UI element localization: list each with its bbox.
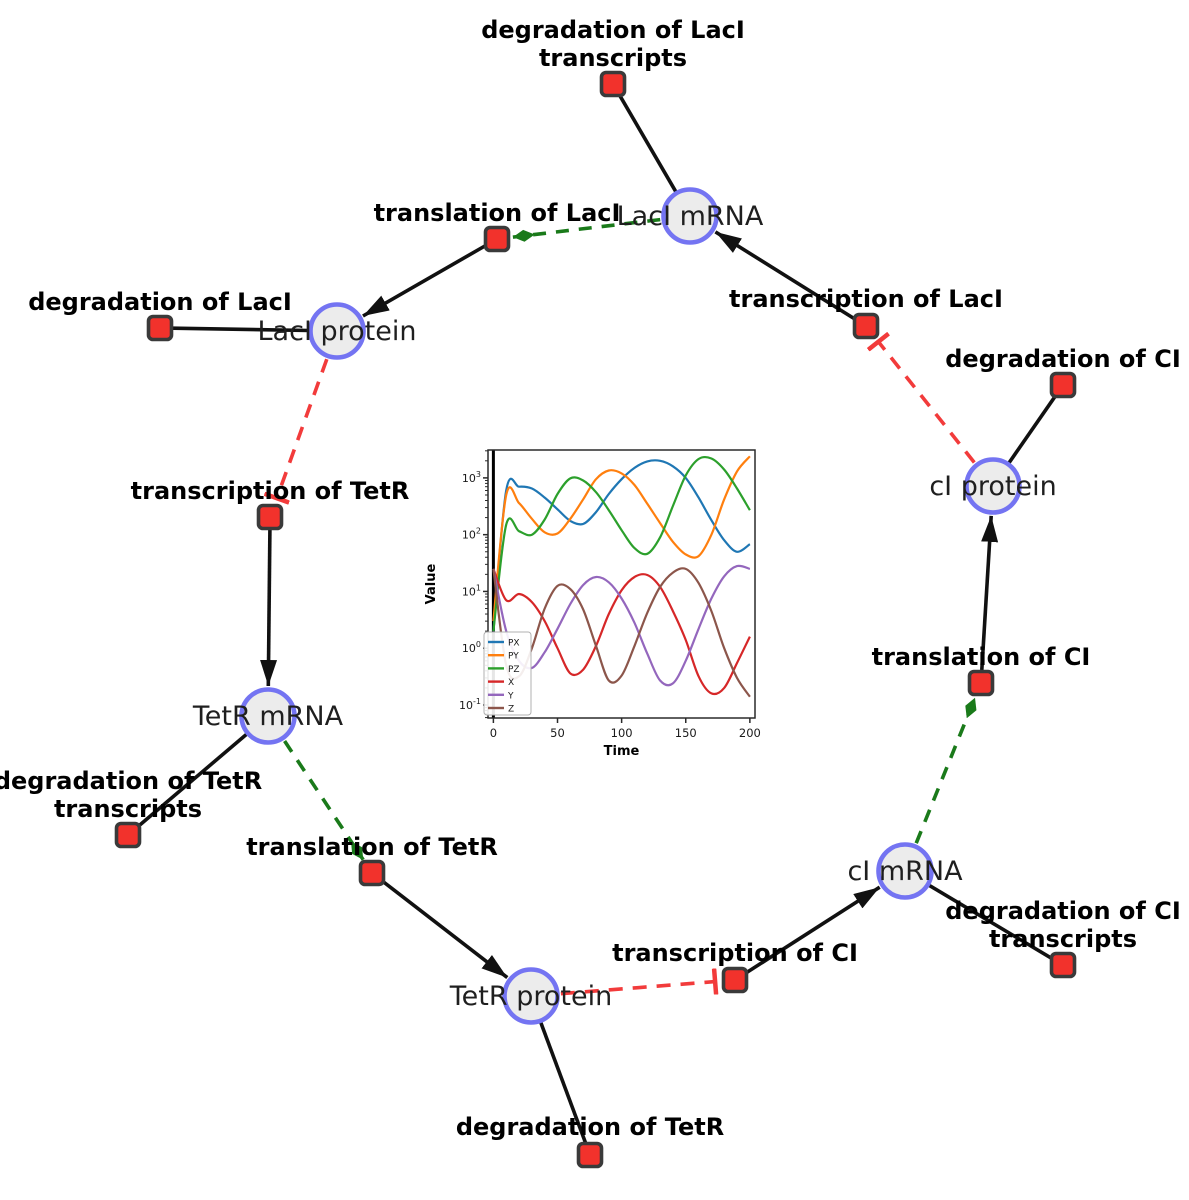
edge-consumption-tetr-protein-to-deg-tetr bbox=[539, 1021, 588, 1144]
x-tick-label: 100 bbox=[611, 726, 633, 740]
species-label-ci-mrna: cI mRNA bbox=[847, 856, 963, 887]
edge-modifier-laci-mrna-to-translation-laci bbox=[512, 217, 661, 242]
reaction-label-deg-ci: degradation of CI bbox=[945, 345, 1181, 373]
edges-layer bbox=[136, 94, 1058, 1144]
legend-label-Z: Z bbox=[508, 705, 514, 715]
edge-consumption-tetr-mrna-to-deg-tetr-transcripts bbox=[136, 732, 248, 828]
series-line-PX bbox=[492, 459, 751, 632]
edge-consumption-ci-mrna-to-deg-ci-transcripts bbox=[928, 883, 1053, 960]
series-line-PY bbox=[492, 455, 751, 622]
edge-production-transcription-tetr-to-tetr-mrna bbox=[260, 529, 278, 687]
reaction-node-transcription-tetr[interactable] bbox=[256, 503, 284, 531]
x-tick-label: 50 bbox=[550, 726, 565, 740]
reaction-node-deg-laci[interactable] bbox=[146, 314, 174, 342]
species-label-ci-protein: cI protein bbox=[929, 471, 1056, 502]
edge-production-transcription-ci-to-ci-mrna bbox=[744, 885, 881, 975]
edge-production-translation-laci-to-laci-protein bbox=[362, 243, 487, 318]
x-tick-label: 150 bbox=[675, 726, 697, 740]
reaction-label-translation-tetr: translation of TetR bbox=[246, 833, 498, 861]
reaction-label-deg-tetr-transcripts: degradation of TetR transcripts bbox=[0, 767, 262, 823]
edge-consumption-laci-protein-to-deg-laci bbox=[172, 326, 310, 333]
reaction-nodes-layer bbox=[114, 70, 1077, 1169]
legend-label-Y: Y bbox=[507, 691, 514, 701]
reaction-node-translation-laci[interactable] bbox=[483, 225, 511, 253]
edge-inhibition-tetr-protein-to-transcription-ci bbox=[560, 982, 715, 996]
species-node-tetr-mrna[interactable] bbox=[239, 687, 297, 745]
edge-inhibition-ci-protein-to-transcription-laci bbox=[878, 342, 976, 464]
species-node-ci-mrna[interactable] bbox=[876, 842, 934, 900]
reaction-node-deg-ci[interactable] bbox=[1049, 371, 1077, 399]
y-axis-title: Value bbox=[424, 563, 439, 604]
reaction-node-deg-laci-transcripts[interactable] bbox=[599, 70, 627, 98]
reaction-label-transcription-ci: transcription of CI bbox=[612, 939, 858, 967]
reaction-label-transcription-laci: transcription of LacI bbox=[729, 285, 1003, 313]
y-tick-label: 101 bbox=[462, 583, 481, 598]
edge-production-translation-ci-to-ci-protein bbox=[980, 515, 999, 671]
y-tick-label: 103 bbox=[462, 470, 481, 485]
y-tick-label: 10-1 bbox=[459, 697, 481, 712]
legend-label-PZ: PZ bbox=[508, 665, 520, 675]
x-axis-title: Time bbox=[604, 744, 640, 759]
reaction-label-deg-laci-transcripts: degradation of LacI transcripts bbox=[481, 16, 745, 72]
reaction-label-deg-ci-transcripts: degradation of CI transcripts bbox=[945, 897, 1181, 953]
reaction-label-deg-tetr: degradation of TetR bbox=[456, 1113, 724, 1141]
edge-consumption-ci-protein-to-deg-ci bbox=[1007, 394, 1058, 465]
labels-layer: degradation of LacI transcripts translatio… bbox=[0, 16, 1181, 1141]
reaction-node-deg-ci-transcripts[interactable] bbox=[1049, 951, 1077, 979]
reaction-label-deg-laci: degradation of LacI bbox=[28, 288, 292, 316]
series-line-Y bbox=[492, 564, 751, 687]
simulation-inset-chart: 0 50 100 150 200 10-1 100 101 102 103 Time Value PX P… bbox=[424, 449, 761, 759]
species-node-laci-protein[interactable] bbox=[308, 302, 366, 360]
reaction-node-transcription-ci[interactable] bbox=[721, 966, 749, 994]
series-line-PZ bbox=[492, 455, 751, 632]
species-node-ci-protein[interactable] bbox=[964, 457, 1022, 515]
series-line-X bbox=[492, 568, 751, 696]
x-tick-label: 200 bbox=[739, 726, 761, 740]
series-line-Z bbox=[492, 567, 751, 698]
reaction-node-translation-tetr[interactable] bbox=[358, 859, 386, 887]
reaction-node-deg-tetr-transcripts[interactable] bbox=[114, 821, 142, 849]
legend-label-X: X bbox=[508, 678, 514, 688]
species-label-laci-mrna: LacI mRNA bbox=[617, 201, 764, 232]
species-label-laci-protein: LacI protein bbox=[258, 316, 417, 347]
x-tick-label: 0 bbox=[490, 726, 497, 740]
edge-modifier-ci-mrna-to-translation-ci bbox=[914, 697, 977, 844]
species-label-tetr-protein: TetR protein bbox=[449, 981, 612, 1012]
y-tick-label: 102 bbox=[462, 527, 481, 542]
species-node-tetr-protein[interactable] bbox=[502, 967, 560, 1025]
reaction-node-translation-ci[interactable] bbox=[967, 669, 995, 697]
y-tick-label: 100 bbox=[462, 640, 481, 655]
reaction-label-transcription-tetr: transcription of TetR bbox=[131, 477, 410, 505]
species-nodes-layer bbox=[239, 187, 1022, 1025]
reaction-label-translation-laci: translation of LacI bbox=[374, 199, 621, 227]
edge-modifier-tetr-mrna-to-translation-tetr bbox=[283, 740, 365, 861]
edge-production-translation-tetr-to-tetr-protein bbox=[381, 879, 509, 980]
legend-label-PX: PX bbox=[508, 639, 520, 649]
legend-label-PY: PY bbox=[508, 652, 519, 662]
reaction-node-deg-tetr[interactable] bbox=[576, 1141, 604, 1169]
species-node-laci-mrna[interactable] bbox=[661, 187, 719, 245]
reaction-node-transcription-laci[interactable] bbox=[852, 312, 880, 340]
species-label-tetr-mrna: TetR mRNA bbox=[192, 701, 344, 732]
reaction-label-translation-ci: translation of CI bbox=[872, 643, 1091, 671]
edge-consumption-laci-mrna-to-deg-laci-transcripts bbox=[618, 94, 678, 193]
edge-inhibition-laci-protein-to-transcription-tetr bbox=[277, 358, 329, 498]
edge-production-transcription-laci-to-laci-mrna bbox=[714, 230, 856, 321]
